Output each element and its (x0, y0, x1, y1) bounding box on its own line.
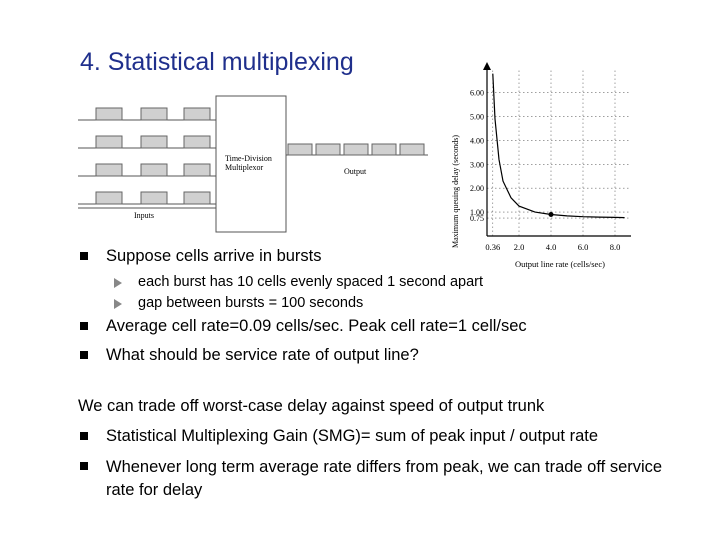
bullet-text: Suppose cells arrive in bursts (106, 247, 322, 265)
delay-curve (492, 73, 625, 219)
bullet-text: Average cell rate=0.09 cells/sec. Peak c… (106, 317, 527, 335)
bullet-text: What should be service rate of output li… (106, 346, 419, 364)
multiplexor-label-2: Multiplexor (225, 163, 264, 172)
bullet-text: Whenever long term average rate differs … (106, 458, 663, 499)
sub-bullet-marker (114, 278, 122, 288)
y-tick-label: 5.00 (470, 113, 484, 122)
bullet-marker (80, 351, 88, 359)
output-cells (287, 143, 425, 156)
sub-bullet-text: each burst has 10 cells evenly spaced 1 … (138, 274, 483, 290)
delay-chart: 0.751.00 2.00 3.00 4.00 5.00 6.00 0.36 2.0 4.0 6… (451, 62, 631, 269)
input-lines (78, 119, 216, 205)
y-tick-label: 3.00 (470, 160, 484, 169)
x-tick-label: 0.36 (485, 242, 500, 252)
input-cells (95, 107, 211, 205)
marked-point (548, 212, 554, 217)
y-tick-label: 6.00 (470, 89, 484, 98)
bullet-marker (80, 252, 88, 260)
sub-bullet-marker (114, 299, 122, 309)
bullet-text: Statistical Multiplexing Gain (SMG)= sum… (106, 427, 599, 445)
sub-bullet-text: gap between bursts = 100 seconds (138, 295, 364, 311)
inputs-label: Inputs (134, 211, 154, 220)
y-tick-label: 4.00 (470, 136, 484, 145)
y-tick-label: 1.00 (470, 208, 484, 217)
x-axis-label: Output line rate (cells/sec) (515, 259, 605, 269)
output-label: Output (344, 167, 367, 176)
x-tick-label: 2.0 (514, 242, 525, 252)
multiplexor-label-1: Time-Division (225, 154, 272, 163)
x-tick-label: 8.0 (610, 242, 621, 252)
y-axis-label: Maximum queuing delay (seconds) (451, 135, 460, 248)
bullet-marker (80, 462, 88, 470)
y-tick-label: 0.75 (470, 214, 484, 223)
slide-title: 4. Statistical multiplexing (80, 48, 354, 76)
tdm-diagram: Inputs Time-Division Multiplexor Output (78, 95, 428, 233)
bullet-marker (80, 322, 88, 330)
tradeoff-statement: We can trade off worst-case delay agains… (78, 397, 545, 415)
y-axis-arrow (483, 62, 491, 70)
y-tick-label: 2.00 (470, 184, 484, 193)
bullet-marker (80, 432, 88, 440)
x-tick-label: 6.0 (578, 242, 589, 252)
multiplexor-box (215, 95, 287, 233)
x-tick-label: 4.0 (546, 242, 557, 252)
